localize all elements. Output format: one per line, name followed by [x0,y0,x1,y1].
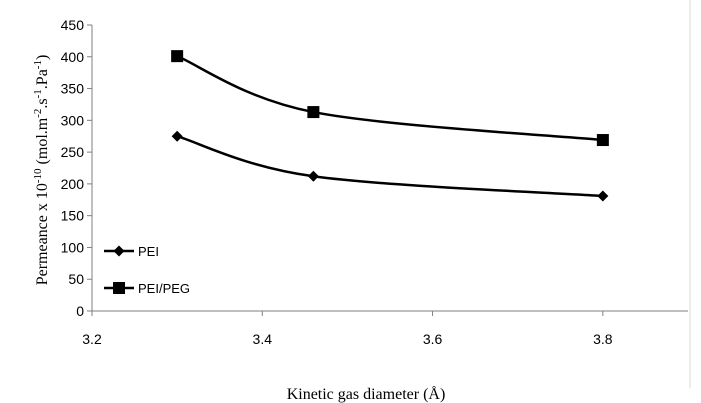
series-line [176,135,603,198]
y-tick-label: 450 [61,17,85,33]
data-point-diamond [307,170,319,182]
x-axis-title: Kinetic gas diameter (Å) [287,385,446,403]
y-tick-label: 100 [61,239,85,255]
y-tick-label: 350 [61,81,85,97]
x-tick-label: 3.6 [423,331,443,347]
y-tick-label: 200 [61,176,85,192]
legend-label: PEI [138,244,159,259]
legend-marker-square [113,282,125,294]
legend-marker-diamond [113,245,125,257]
y-axis-title: Permeance x 10-10 (mol.m-2.s-1.Pa-1) [32,55,51,286]
data-point-square [171,50,184,63]
series-pei [171,130,609,202]
data-point-diamond [171,130,183,142]
y-tick-label: 50 [68,271,84,287]
data-point-square [596,134,609,147]
data-point-diamond [597,190,609,202]
legend: PEI PEI/PEG [104,244,190,296]
y-tick-label: 300 [61,112,85,128]
y-tick-label: 400 [61,49,85,65]
series-pei-peg [171,50,609,147]
x-tick-label: 3.4 [253,331,273,347]
series-line [176,54,603,142]
axes: 0 50 100 150 200 250 300 350 400 450 3.2 3.4 3.6 3.8 [61,17,688,347]
x-tick-label: 3.8 [593,331,613,347]
x-tick-label: 3.2 [82,331,102,347]
legend-item: PEI [104,244,159,259]
legend-label: PEI/PEG [138,281,190,296]
series-layer [171,50,609,202]
y-tick-label: 250 [61,144,85,160]
data-point-square [307,106,320,119]
legend-item: PEI/PEG [104,281,190,296]
y-tick-label: 150 [61,208,85,224]
y-tick-label: 0 [76,303,84,319]
